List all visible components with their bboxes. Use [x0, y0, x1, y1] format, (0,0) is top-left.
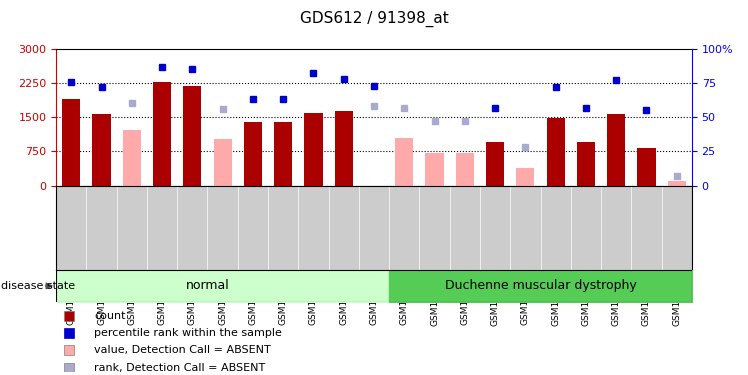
Bar [274, 122, 292, 186]
Bar [516, 168, 535, 186]
Bar [637, 148, 655, 186]
Text: normal: normal [186, 279, 230, 292]
Bar [577, 142, 595, 186]
Bar [304, 112, 322, 186]
Bar [183, 86, 201, 186]
Bar [213, 139, 232, 186]
Text: GDS612 / 91398_at: GDS612 / 91398_at [300, 11, 448, 27]
Text: count: count [94, 311, 126, 321]
Bar [334, 111, 353, 186]
Bar [153, 82, 171, 186]
Bar [395, 138, 414, 186]
Text: percentile rank within the sample: percentile rank within the sample [94, 328, 282, 338]
Text: disease state: disease state [1, 281, 75, 291]
Bar [93, 114, 111, 186]
Bar [426, 153, 444, 186]
Bar [668, 181, 686, 186]
Text: value, Detection Call = ABSENT: value, Detection Call = ABSENT [94, 345, 271, 355]
Bar [547, 118, 565, 186]
Text: Duchenne muscular dystrophy: Duchenne muscular dystrophy [444, 279, 637, 292]
Bar [486, 142, 504, 186]
Bar [244, 122, 262, 186]
Bar [456, 153, 474, 186]
Bar [123, 130, 141, 186]
Text: rank, Detection Call = ABSENT: rank, Detection Call = ABSENT [94, 363, 266, 373]
Bar [607, 114, 625, 186]
Bar [62, 99, 80, 186]
